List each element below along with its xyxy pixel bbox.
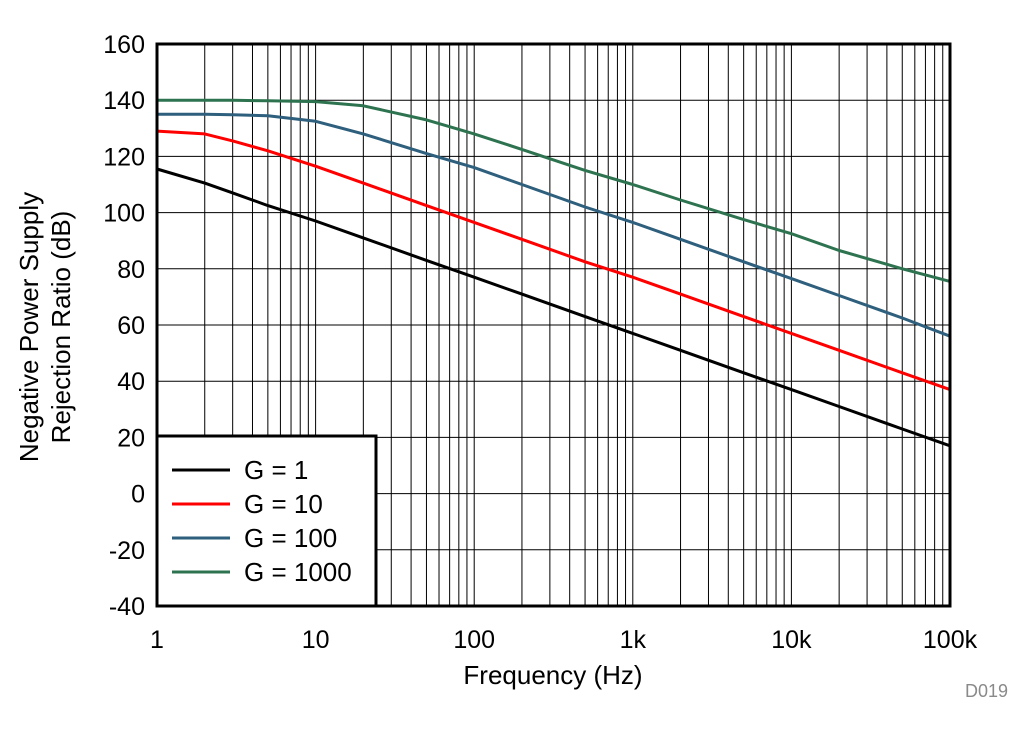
y-tick-label: 140 [103, 87, 145, 115]
x-tick-label: 10k [771, 626, 812, 654]
y-tick-label: 0 [131, 481, 145, 509]
y-axis-title-line-1: Negative Power Supply [14, 192, 44, 462]
legend-box [155, 434, 378, 608]
y-tick-label: 160 [103, 31, 145, 59]
y-tick-label: 120 [103, 143, 145, 171]
legend-items: G = 1 G = 10 G = 100 G = 1000 [172, 455, 352, 587]
series-line-2 [156, 129, 951, 392]
legend-label: G = 1 [244, 455, 308, 485]
y-tick-label: 20 [117, 424, 145, 452]
y-tick-labels: -40 -20 0 20 40 60 80 100 120 140 160 [103, 31, 145, 621]
series-line-3 [157, 112, 951, 338]
y-tick-label: 80 [117, 256, 145, 284]
x-axis-title: Frequency (Hz) [463, 660, 642, 690]
x-tick-label: 100k [923, 626, 978, 654]
y-tick-label: -20 [109, 537, 145, 565]
legend-label: G = 10 [244, 489, 323, 519]
x-tick-label: 1k [620, 626, 647, 654]
y-axis-title-line-2: Rejection Ratio (dB) [46, 211, 76, 444]
y-axis-title: Negative Power Supply Rejection Ratio (d… [14, 192, 76, 462]
y-tick-label: 100 [103, 200, 145, 228]
y-tick-label: 40 [117, 368, 145, 396]
series-layer [156, 98, 951, 448]
x-tick-label: 100 [453, 626, 495, 654]
x-tick-label: 1 [150, 626, 164, 654]
y-tick-label: 60 [117, 312, 145, 340]
y-tick-label: -40 [109, 593, 145, 621]
x-tick-labels: 1 10 100 1k 10k 100k [150, 626, 978, 654]
x-tick-label: 10 [302, 626, 330, 654]
figure-id: D019 [965, 681, 1008, 701]
legend-label: G = 100 [244, 523, 337, 553]
series-line-4 [157, 98, 951, 283]
plot-frame [155, 42, 952, 608]
series-line-1 [156, 167, 951, 448]
legend: G = 1 G = 10 G = 100 G = 1000 [155, 434, 378, 608]
legend-label: G = 1000 [244, 557, 352, 587]
